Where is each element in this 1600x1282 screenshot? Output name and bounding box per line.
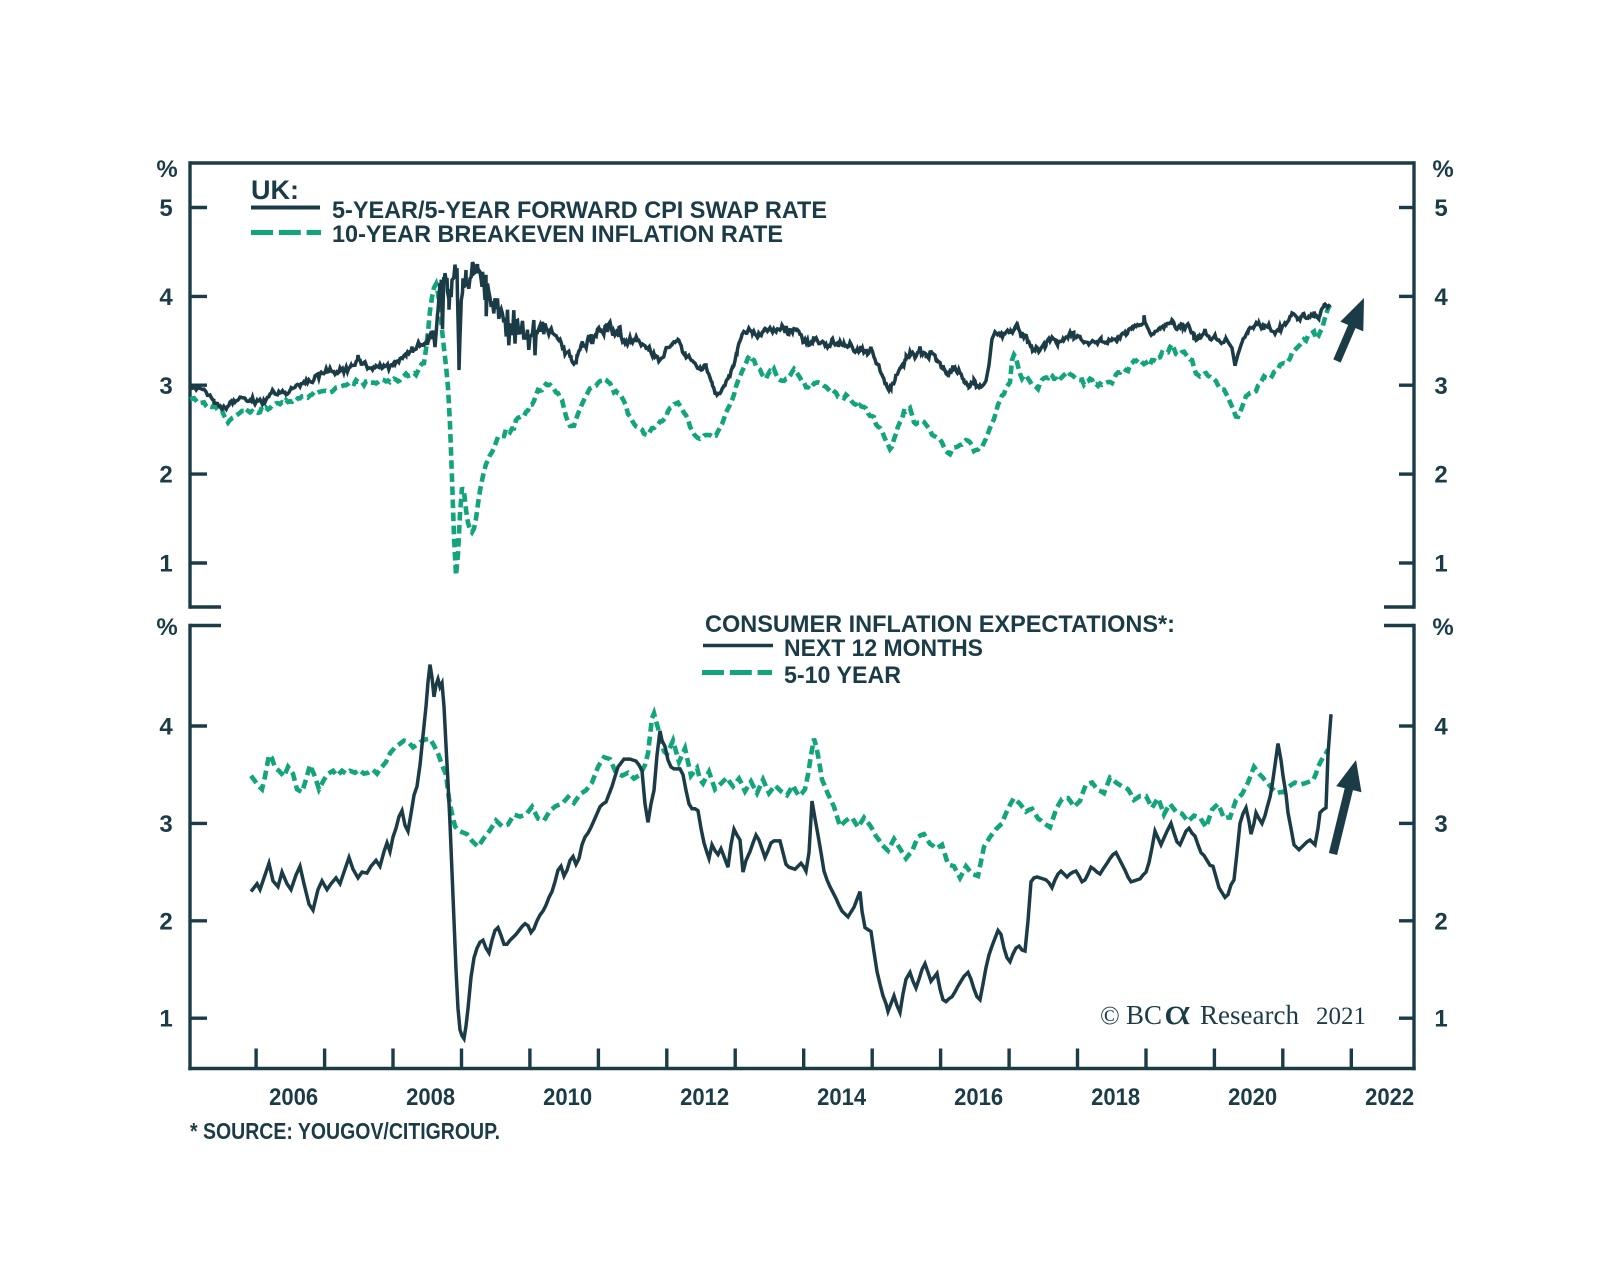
svg-text:UK:: UK: [251, 175, 299, 205]
svg-text:©: © [1100, 1001, 1120, 1030]
svg-text:3: 3 [159, 811, 172, 838]
svg-text:%: % [1432, 614, 1453, 641]
svg-text:2021: 2021 [1316, 1003, 1366, 1030]
svg-text:%: % [156, 614, 177, 641]
svg-text:2014: 2014 [817, 1084, 867, 1111]
svg-text:2018: 2018 [1091, 1084, 1140, 1111]
svg-text:1: 1 [1434, 1006, 1447, 1033]
svg-text:2: 2 [1434, 462, 1447, 489]
svg-text:2: 2 [159, 462, 172, 489]
svg-text:5-10 YEAR: 5-10 YEAR [784, 662, 901, 689]
svg-text:3: 3 [1434, 811, 1447, 838]
svg-text:4: 4 [1434, 714, 1448, 741]
svg-text:5: 5 [1434, 195, 1447, 222]
svg-text:* SOURCE: YOUGOV/CITIGROUP.: * SOURCE: YOUGOV/CITIGROUP. [190, 1118, 500, 1144]
svg-text:2010: 2010 [543, 1084, 592, 1111]
svg-text:2012: 2012 [680, 1084, 729, 1111]
svg-text:2008: 2008 [406, 1084, 455, 1111]
svg-text:5: 5 [159, 195, 172, 222]
svg-text:3: 3 [159, 373, 172, 400]
svg-text:5-YEAR/5-YEAR FORWARD CPI SWAP: 5-YEAR/5-YEAR FORWARD CPI SWAP RATE [332, 197, 827, 224]
svg-text:2020: 2020 [1228, 1084, 1277, 1111]
svg-text:10-YEAR BREAKEVEN INFLATION RA: 10-YEAR BREAKEVEN INFLATION RATE [332, 221, 783, 248]
svg-text:2006: 2006 [269, 1084, 318, 1111]
svg-text:1: 1 [1434, 551, 1447, 578]
svg-text:α: α [1164, 991, 1191, 1032]
svg-text:3: 3 [1434, 373, 1447, 400]
svg-text:2022: 2022 [1365, 1084, 1414, 1111]
svg-text:2: 2 [159, 908, 172, 935]
svg-text:%: % [1432, 156, 1453, 183]
svg-text:Research: Research [1200, 1000, 1299, 1030]
svg-text:4: 4 [159, 284, 173, 311]
svg-text:2: 2 [1434, 908, 1447, 935]
svg-text:1: 1 [159, 1006, 172, 1033]
svg-text:NEXT 12 MONTHS: NEXT 12 MONTHS [784, 635, 983, 662]
svg-text:1: 1 [159, 551, 172, 578]
svg-text:2016: 2016 [954, 1084, 1003, 1111]
svg-text:4: 4 [1434, 284, 1448, 311]
svg-text:CONSUMER INFLATION EXPECTATION: CONSUMER INFLATION EXPECTATIONS*: [705, 611, 1175, 638]
svg-text:BC: BC [1126, 1000, 1162, 1030]
svg-text:%: % [156, 156, 177, 183]
svg-text:4: 4 [159, 714, 173, 741]
